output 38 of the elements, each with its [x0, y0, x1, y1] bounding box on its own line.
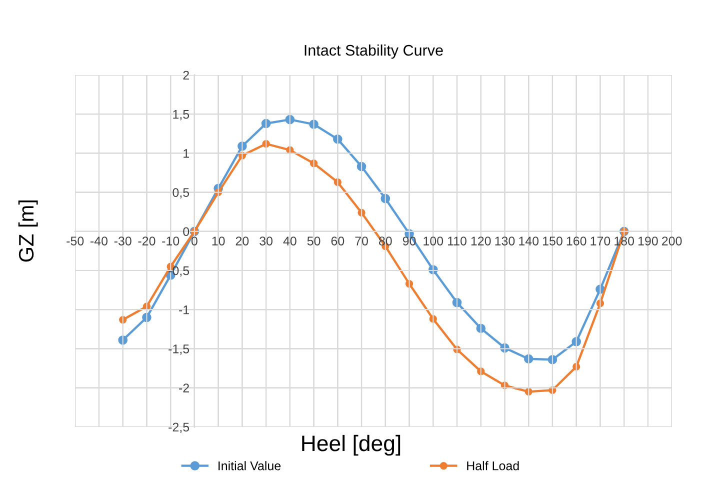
x-tick-label: 130 [495, 236, 515, 246]
chart-title: Intact Stability Curve [304, 44, 443, 59]
x-tick-label: -40 [90, 236, 108, 246]
x-tick-label: -20 [138, 236, 156, 246]
x-tick-label: 40 [283, 236, 296, 246]
x-tick-label: 60 [331, 236, 344, 246]
y-tick-label: -2,5 [168, 422, 190, 434]
x-tick-label: 50 [307, 236, 320, 246]
x-tick-label: 20 [236, 236, 249, 246]
x-axis-title: Heel [deg] [302, 434, 400, 456]
x-tick-label: 10 [212, 236, 225, 246]
y-tick-label: -1 [179, 306, 189, 314]
x-tick-label: 170 [590, 236, 610, 246]
x-tick-label: 120 [471, 236, 491, 246]
x-tick-label: 160 [566, 236, 586, 246]
y-tick-label: 0 [183, 227, 190, 236]
y-axis-title: GZ [m] [18, 200, 38, 262]
x-tick-label: 110 [448, 236, 466, 246]
x-tick-label: 70 [355, 236, 368, 246]
x-tick-label: -50 [66, 236, 84, 246]
legend-label: Initial Value [218, 461, 281, 470]
y-tick-label: 1 [184, 149, 189, 158]
x-tick-label: 200 [662, 236, 682, 246]
y-tick-label: -1,5 [168, 344, 190, 355]
x-tick-label: -30 [114, 236, 132, 246]
x-tick-label: 0 [191, 236, 198, 246]
y-tick-label: -0,5 [168, 266, 190, 277]
x-tick-label: -10 [162, 236, 180, 246]
x-tick-label: 150 [543, 236, 562, 246]
y-tick-label: 1,5 [173, 110, 190, 120]
y-tick-label: -2 [179, 384, 189, 392]
legend-label: Half Load [467, 461, 519, 470]
y-tick-label: 0,5 [172, 188, 190, 198]
x-tick-label: 190 [638, 236, 658, 246]
x-tick-label: 30 [260, 236, 273, 246]
x-tick-label: 100 [424, 236, 444, 246]
y-tick-label: 2 [183, 70, 189, 80]
x-tick-label: 140 [519, 236, 539, 246]
